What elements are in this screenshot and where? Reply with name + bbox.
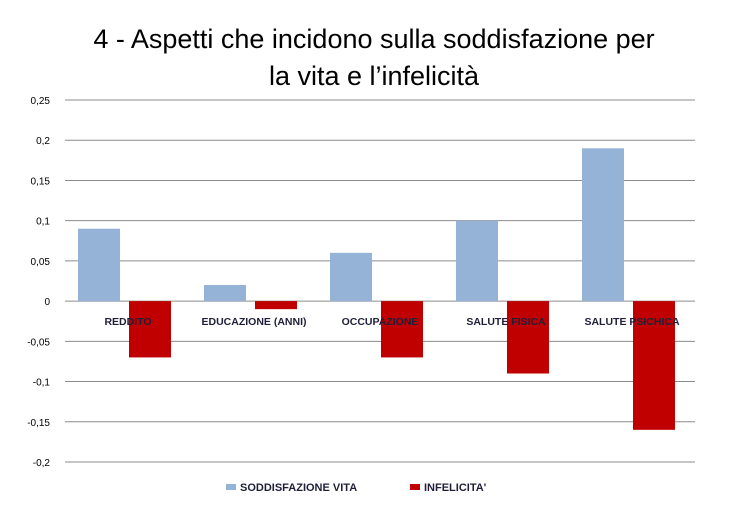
- x-category-label: SALUTE FISICA: [466, 316, 546, 328]
- bar-infelicita: [507, 301, 549, 374]
- bar-soddisfazione: [78, 228, 120, 302]
- y-tick-label: -0,2: [33, 458, 51, 469]
- legend-swatch: [410, 484, 420, 490]
- x-category-label: SALUTE PSICHICA: [584, 316, 680, 328]
- x-category-label: OCCUPAZIONE: [342, 316, 419, 328]
- legend-label: INFELICITA': [424, 482, 487, 494]
- bar-soddisfazione: [456, 220, 498, 302]
- y-tick-label: 0: [44, 297, 50, 308]
- bar-soddisfazione: [204, 285, 246, 302]
- bar-soddisfazione: [330, 252, 372, 302]
- y-tick-label: 0,2: [36, 136, 50, 147]
- legend-swatch: [226, 484, 236, 490]
- bar-infelicita: [381, 301, 423, 358]
- bar-infelicita: [129, 301, 171, 358]
- bar-soddisfazione: [582, 148, 624, 302]
- y-tick-label: 0,1: [36, 217, 50, 228]
- x-category-label: REDDITO: [104, 316, 151, 328]
- y-tick-label: -0,05: [27, 337, 50, 348]
- chart-title-line-2: la vita e l’infelicità: [269, 61, 480, 91]
- y-tick-label: 0,05: [31, 257, 51, 268]
- bar-infelicita: [255, 301, 297, 310]
- y-tick-label: -0,15: [27, 418, 50, 429]
- chart-title-line-1: 4 - Aspetti che incidono sulla soddisfaz…: [93, 24, 654, 54]
- y-tick-label: -0,1: [33, 378, 51, 389]
- y-tick-label: 0,25: [31, 96, 51, 107]
- legend-label: SODDISFAZIONE VITA: [240, 482, 357, 494]
- bar-infelicita: [633, 301, 675, 430]
- x-category-label: EDUCAZIONE (ANNI): [202, 316, 307, 328]
- y-tick-label: 0,15: [31, 176, 51, 187]
